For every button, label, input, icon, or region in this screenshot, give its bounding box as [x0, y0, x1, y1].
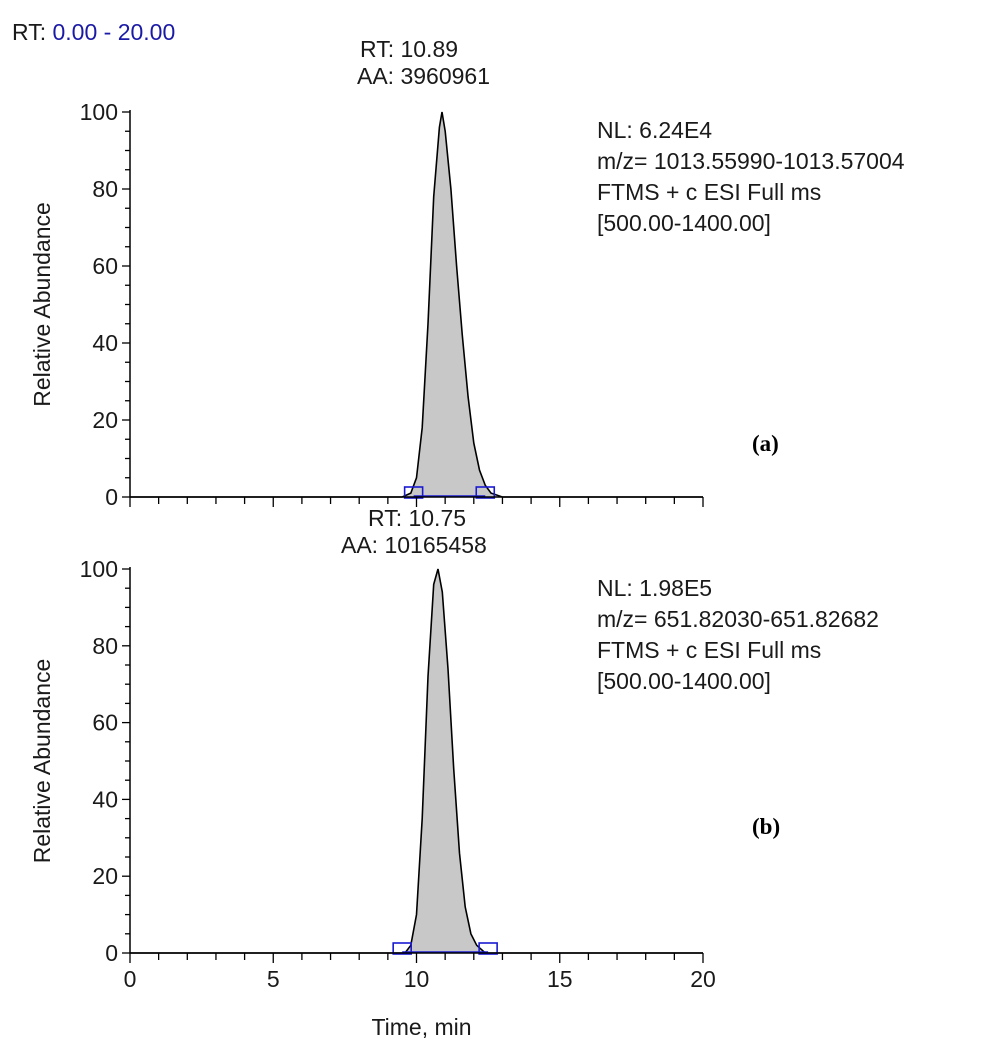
chromatogram-panel-a: 0 20 40 60 80 100 Relative Abundance RT: 10.89A…	[29, 36, 905, 510]
y-tick-label: 0	[105, 940, 118, 966]
peak-trace	[130, 111, 703, 498]
x-tick-label: 0	[124, 966, 137, 992]
peak-rt-label: RT: 10.75	[368, 505, 466, 531]
x-tick-label: 15	[547, 966, 573, 992]
scan-info-line: NL: 1.98E5	[597, 575, 712, 601]
y-axis-label: Relative Abundance	[29, 202, 55, 407]
y-tick-label: 40	[92, 330, 118, 356]
scan-info-line: [500.00-1400.00]	[597, 210, 771, 236]
scan-info-line: NL: 6.24E4	[597, 117, 712, 143]
y-tick-label: 20	[92, 863, 118, 889]
scan-info-line: FTMS + c ESI Full ms	[597, 637, 821, 663]
scan-info-line: [500.00-1400.00]	[597, 668, 771, 694]
integration-start-marker	[403, 486, 424, 499]
y-tick-label: 40	[92, 786, 118, 812]
x-tick-label: 5	[267, 966, 280, 992]
integration-start-marker	[392, 942, 412, 955]
panel-tag: (a)	[752, 431, 779, 456]
y-tick-label: 100	[80, 556, 118, 582]
chromatogram-panel-b: 0 20 40 60 80 100 0 5 10 15 20 Time, min Relative Ab…	[29, 505, 879, 1040]
scan-info-line: FTMS + c ESI Full ms	[597, 179, 821, 205]
y-tick-label: 80	[92, 633, 118, 659]
x-axis-label: Time, min	[371, 1014, 471, 1040]
x-tick-label: 20	[690, 966, 716, 992]
x-tick-label: 10	[404, 966, 430, 992]
integration-end-marker	[475, 486, 496, 499]
peak-area-label: AA: 3960961	[357, 63, 490, 89]
peak-trace	[130, 568, 703, 954]
integration-end-marker	[478, 942, 498, 955]
rt-range-value: 0.00 - 20.00	[52, 19, 175, 45]
y-axis-label: Relative Abundance	[29, 659, 55, 864]
scan-info-line: m/z= 1013.55990-1013.57004	[597, 148, 905, 174]
y-tick-label: 60	[92, 253, 118, 279]
y-tick-label: 0	[105, 484, 118, 510]
y-tick-label: 100	[80, 99, 118, 125]
y-tick-label: 20	[92, 407, 118, 433]
rt-range-header: RT: 0.00 - 20.00	[12, 19, 175, 45]
panel-tag: (b)	[752, 814, 780, 839]
peak-rt-label: RT: 10.89	[360, 36, 458, 62]
scan-info-line: m/z= 651.82030-651.82682	[597, 606, 879, 632]
y-tick-label: 60	[92, 710, 118, 736]
rt-prefix: RT:	[12, 19, 46, 45]
peak-area-label: AA: 10165458	[341, 532, 487, 558]
y-tick-label: 80	[92, 176, 118, 202]
